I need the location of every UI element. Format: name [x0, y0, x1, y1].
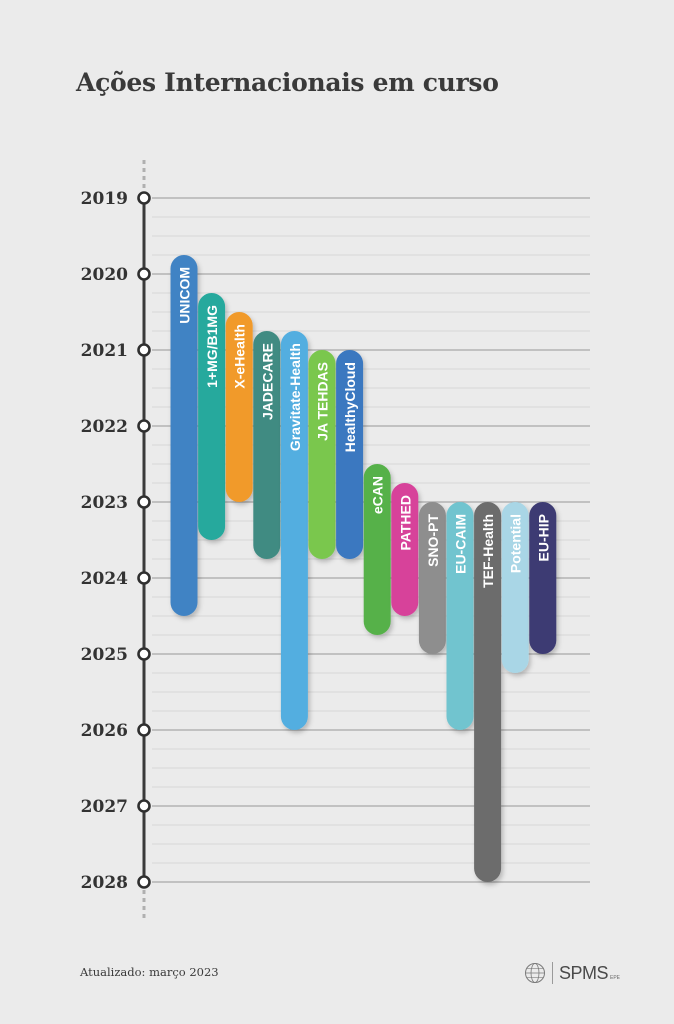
project-bar-label: EU-CAIM	[453, 514, 469, 574]
project-bar-label: eCAN	[370, 476, 386, 514]
project-bar-group: EU-HIP	[529, 502, 557, 654]
project-bar	[280, 331, 308, 730]
project-bar	[363, 464, 391, 635]
year-tick-label: 2021	[81, 341, 128, 361]
project-bar-group: HealthyCloud	[336, 350, 364, 559]
project-bar-group: 1+MG/B1MG	[198, 293, 226, 540]
year-tick-marker	[137, 647, 151, 661]
project-bar	[308, 350, 336, 559]
year-tick-marker	[137, 723, 151, 737]
year-tick-marker	[137, 571, 151, 585]
project-bar-label: TEF-Health	[480, 514, 496, 588]
project-bar-group: JADECARE	[253, 331, 281, 559]
project-bar	[170, 255, 198, 616]
year-tick-label: 2020	[81, 265, 128, 285]
project-bar	[391, 483, 419, 616]
project-bar	[418, 502, 446, 654]
year-tick-label: 2022	[81, 417, 128, 437]
year-tick-label: 2024	[81, 569, 128, 589]
chart-title: Ações Internacionais em curso	[76, 68, 499, 97]
project-bar	[253, 331, 281, 559]
year-tick-label: 2026	[81, 721, 128, 741]
project-bar-group: eCAN	[363, 464, 391, 635]
project-bar	[501, 502, 529, 673]
project-bar	[474, 502, 502, 882]
year-tick-marker	[137, 343, 151, 357]
year-tick-label: 2019	[81, 189, 128, 209]
year-tick-marker	[137, 419, 151, 433]
logo-divider	[552, 962, 553, 984]
year-tick-marker	[137, 267, 151, 281]
project-bar-label: SNO-PT	[425, 514, 441, 567]
project-bars: UNICOM 1+MG/B1MG X-eHealth JADECARE Gravitat…	[170, 255, 557, 882]
logo-text: SPMS	[559, 962, 609, 983]
globe-icon	[525, 963, 545, 983]
year-tick-marker	[137, 875, 151, 889]
project-bar-group: X-eHealth	[225, 312, 253, 502]
project-bar	[529, 502, 557, 654]
project-bar	[446, 502, 474, 730]
logo-subtext: EPE	[610, 975, 621, 981]
year-tick-label: 2028	[81, 873, 128, 893]
project-bar-label: UNICOM	[177, 267, 193, 324]
project-bar-label: X-eHealth	[232, 324, 248, 389]
year-tick-label: 2023	[81, 493, 128, 513]
year-tick-marker	[137, 495, 151, 509]
project-bar-group: Gravitate-Health	[280, 331, 308, 730]
year-tick-label: 2027	[81, 797, 128, 817]
project-bar	[198, 293, 226, 540]
project-bar-label: JA TEHDAS	[315, 362, 331, 441]
project-bar-label: PATHED	[397, 495, 413, 550]
project-bar-group: TEF-Health	[474, 502, 502, 882]
spms-logo: SPMS EPE	[524, 962, 620, 984]
year-tick-marker	[137, 799, 151, 813]
year-tick-label: 2025	[81, 645, 128, 665]
year-tick-marker	[137, 191, 151, 205]
project-bar-group: SNO-PT	[418, 502, 446, 654]
project-bar-group: Potential	[501, 502, 529, 673]
project-bar-group: PATHED	[391, 483, 419, 616]
year-axis: 2019 2020 2021 2022 2023 2024 2025 2026 2027 2028	[81, 160, 151, 918]
project-bar-group: EU-CAIM	[446, 502, 474, 730]
project-bar-label: JADECARE	[259, 343, 275, 420]
project-bar-group: JA TEHDAS	[308, 350, 336, 559]
project-bar-group: UNICOM	[170, 255, 198, 616]
project-bar-label: Potential	[508, 514, 524, 573]
project-bar	[225, 312, 253, 502]
project-bar-label: Gravitate-Health	[287, 343, 303, 451]
project-bar	[336, 350, 364, 559]
project-bar-label: HealthyCloud	[342, 362, 358, 452]
updated-note: Atualizado: março 2023	[80, 965, 219, 979]
project-bar-label: 1+MG/B1MG	[204, 305, 220, 388]
project-bar-label: EU-HIP	[535, 514, 551, 561]
